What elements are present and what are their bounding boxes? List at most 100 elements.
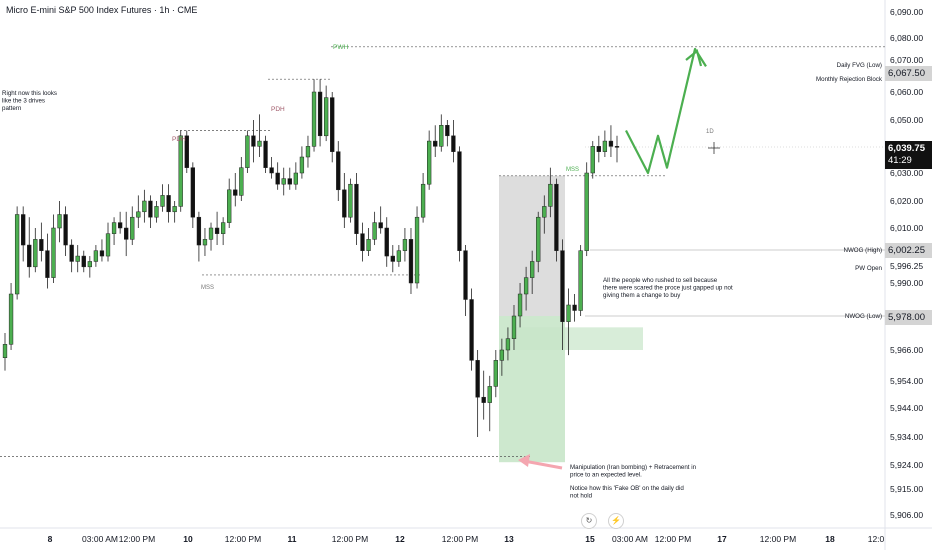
candle-body bbox=[27, 244, 32, 268]
candle-body bbox=[2, 344, 8, 359]
candle-body bbox=[463, 250, 468, 300]
candle-body bbox=[396, 250, 402, 262]
sellers-note: All the people who rushed to sell becaus… bbox=[603, 277, 718, 284]
candle-body bbox=[596, 146, 601, 152]
y-tick-label: 6,010.00 bbox=[890, 223, 923, 233]
candle-body bbox=[93, 250, 99, 262]
nwog-high-badge: 6,002.25 bbox=[885, 243, 932, 258]
y-tick-label: 5,924.00 bbox=[890, 460, 923, 470]
candle-body bbox=[451, 135, 456, 152]
candle-body bbox=[190, 167, 195, 218]
candle-body bbox=[469, 299, 474, 361]
y-tick-label: 6,030.00 bbox=[890, 168, 923, 178]
candle-body bbox=[208, 227, 214, 240]
fake-ob-note: Notice how this 'Fake OB' on the daily d… bbox=[570, 485, 684, 492]
candle-body bbox=[166, 195, 171, 213]
candle-body bbox=[360, 233, 365, 251]
candle-body bbox=[354, 183, 359, 234]
daily-fvg-badge: 6,067.50 bbox=[885, 66, 932, 81]
candle-body bbox=[21, 214, 26, 246]
candle-body bbox=[33, 239, 38, 268]
candle-body bbox=[251, 135, 256, 147]
candle-body bbox=[487, 386, 492, 403]
candle-body bbox=[614, 146, 620, 148]
candle-body bbox=[124, 227, 129, 240]
candle-body bbox=[590, 146, 595, 174]
candle-body bbox=[366, 239, 371, 251]
candle-body bbox=[233, 189, 238, 196]
candle-body bbox=[439, 125, 444, 147]
candle-body bbox=[45, 250, 50, 278]
candle-body bbox=[154, 206, 159, 218]
chart-title: Micro E-mini S&P 500 Index Futures · 1h … bbox=[6, 5, 198, 15]
pdh2-label: PDH bbox=[271, 106, 285, 113]
candle-body bbox=[257, 140, 262, 147]
x-tick-label: 15 bbox=[585, 534, 595, 544]
candle-body bbox=[372, 222, 377, 240]
nwog-low-label: NWOG (Low) bbox=[845, 313, 882, 320]
candle-body bbox=[584, 172, 589, 251]
candle-body bbox=[81, 255, 86, 268]
candle-body bbox=[202, 239, 208, 246]
x-tick-label: 12:00 PM bbox=[332, 534, 368, 544]
candle-body bbox=[378, 222, 383, 229]
candle-body bbox=[420, 183, 426, 218]
replay-icon[interactable]: ↻ bbox=[581, 513, 597, 529]
y-tick-label: 5,954.00 bbox=[890, 376, 923, 386]
plot-area bbox=[0, 0, 885, 528]
candle-body bbox=[57, 214, 62, 229]
x-tick-label: 10 bbox=[183, 534, 193, 544]
candle-body bbox=[99, 250, 105, 257]
candle-body bbox=[39, 239, 44, 251]
candle-body bbox=[384, 227, 389, 257]
three-drives-note: Right now this looks bbox=[2, 90, 57, 97]
y-tick-label: 6,080.00 bbox=[890, 33, 923, 43]
candle-body bbox=[330, 97, 335, 152]
candle-body bbox=[505, 338, 511, 351]
candle-body bbox=[269, 167, 274, 174]
candle-body bbox=[499, 349, 505, 361]
candle-body bbox=[75, 255, 80, 262]
candle-body bbox=[275, 172, 280, 185]
timeframe-label: 1D bbox=[706, 129, 714, 135]
candle-body bbox=[148, 200, 153, 218]
candle-body bbox=[311, 91, 317, 147]
nwog-high-label: NWOG (High) bbox=[844, 247, 883, 254]
candle-body bbox=[433, 140, 438, 147]
y-tick-label: 5,944.00 bbox=[890, 403, 923, 413]
candle-body bbox=[517, 293, 523, 317]
monthly-rejection-label: Monthly Rejection Block bbox=[816, 76, 883, 83]
candle-body bbox=[130, 216, 135, 240]
candle-body bbox=[63, 214, 68, 246]
candle-body bbox=[542, 206, 547, 218]
lightning-icon[interactable]: ⚡ bbox=[608, 513, 624, 529]
candle-body bbox=[111, 222, 117, 234]
candle-body bbox=[602, 140, 608, 152]
candle-body bbox=[530, 261, 535, 278]
daily-fake-ob-zone bbox=[515, 327, 643, 350]
last-price: 6,039.75 bbox=[888, 143, 925, 154]
candle-body bbox=[305, 146, 311, 158]
x-tick-label: 12:00 PM bbox=[442, 534, 478, 544]
three-drives-note: pattern bbox=[2, 105, 22, 112]
projection-arrowhead bbox=[685, 49, 703, 67]
pink-arrow-head bbox=[518, 454, 530, 467]
sellers-note: giving them a change to buy bbox=[603, 292, 681, 299]
y-tick-label: 6,050.00 bbox=[890, 115, 923, 125]
candle-body bbox=[348, 183, 353, 218]
candle-body bbox=[281, 178, 286, 185]
candle-body bbox=[457, 151, 462, 251]
manipulation-note: Manipulation (Iran bombing) + Retracemen… bbox=[570, 464, 697, 471]
candle-body bbox=[299, 156, 305, 174]
candle-body bbox=[263, 140, 268, 168]
x-tick-label: 12:00 PM bbox=[760, 534, 796, 544]
candle-body bbox=[160, 195, 165, 207]
sellers-note: there were scared the proce just gapped … bbox=[603, 285, 733, 292]
candle-body bbox=[323, 97, 329, 137]
candle-body bbox=[196, 216, 202, 246]
x-tick-label: 12:00 PM bbox=[655, 534, 691, 544]
candle-body bbox=[390, 255, 395, 262]
candle-body bbox=[184, 135, 189, 168]
